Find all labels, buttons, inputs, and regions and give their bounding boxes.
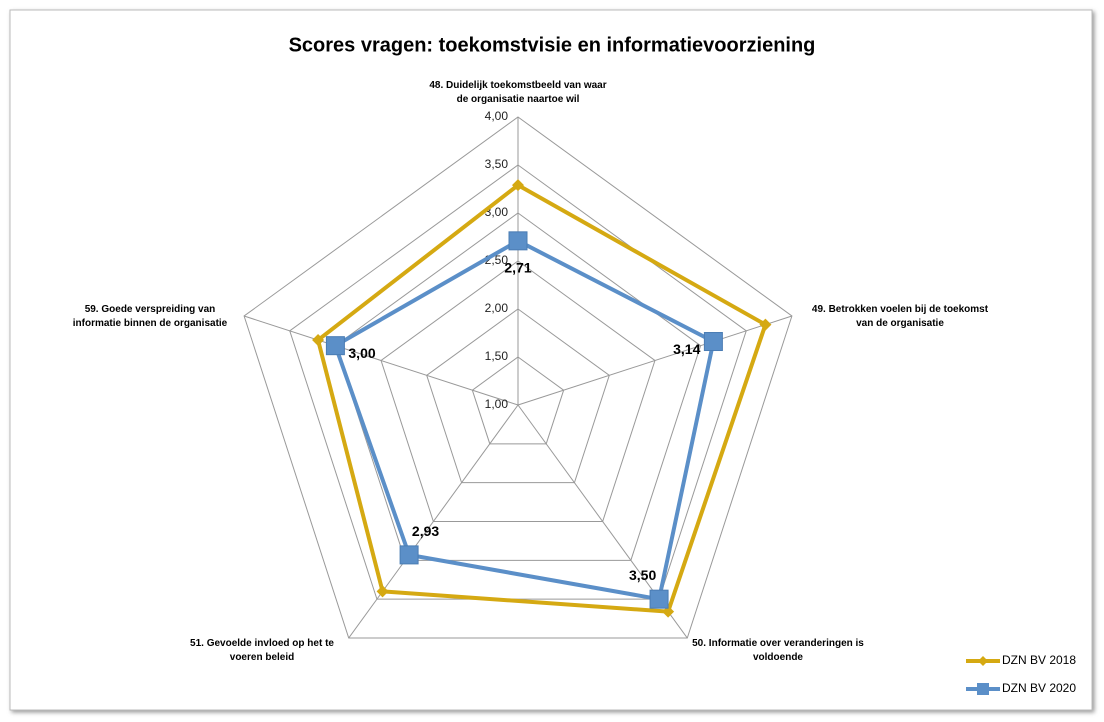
grid-ring (334, 212, 702, 561)
axis-label-line: voldoende (753, 652, 803, 663)
grid-ring (380, 260, 656, 522)
marker (649, 589, 669, 609)
axis-label-line: 59. Goede verspreiding van (85, 304, 216, 315)
marker (376, 585, 389, 598)
axis-label: 49. Betrokken voelen bij de toekomst van … (812, 304, 989, 329)
series-line (333, 238, 716, 602)
value-label: 2,93 (412, 523, 439, 539)
spoke (348, 404, 519, 639)
value-label: 2,71 (504, 260, 531, 276)
value-label: 3,14 (673, 341, 700, 357)
axis-label-line: 48. Duidelijk toekomstbeeld van waar (429, 80, 606, 91)
legend-label: DZN BV 2020 (1002, 681, 1076, 695)
value-label: 3,50 (629, 567, 656, 583)
axis-label-line: voeren beleid (230, 652, 294, 663)
spoke (243, 315, 519, 406)
tick-label: 1,50 (485, 349, 509, 363)
axis-label-line: van de organisatie (856, 318, 944, 329)
tick-label: 1,00 (485, 397, 509, 411)
chart-title: Scores vragen: toekomstvisie en informat… (289, 34, 816, 56)
marker (325, 336, 345, 356)
marker (312, 334, 325, 347)
marker (703, 332, 723, 352)
axis-label-line: 50. Informatie over veranderingen is (692, 638, 864, 649)
grid-ring (426, 308, 610, 484)
grid-ring (471, 356, 565, 445)
marker (759, 318, 772, 331)
tick-label: 3,50 (485, 157, 509, 171)
axis-label: 50. Informatie over veranderingen is vold… (692, 638, 864, 663)
axis-label-line: 51. Gevoelde invloed op het te (190, 638, 334, 649)
legend-marker (978, 656, 988, 666)
legend-marker (977, 683, 989, 695)
axis-label-line: informatie binnen de organisatie (73, 318, 228, 329)
axis-label-line: de organisatie naartoe wil (457, 94, 580, 105)
axis-label: 48. Duidelijk toekomstbeeld van waar de o… (429, 80, 606, 105)
marker (508, 231, 528, 251)
chart-frame (9, 9, 1093, 711)
axis-label: 51. Gevoelde invloed op het te voeren bel… (190, 638, 334, 663)
tick-label: 2,00 (485, 301, 509, 315)
marker (512, 179, 524, 192)
axis-label-line: 49. Betrokken voelen bij de toekomst (812, 304, 989, 315)
legend-label: DZN BV 2018 (1002, 653, 1076, 667)
marker (399, 545, 419, 565)
grid-ring (243, 116, 793, 639)
tick-label: 4,00 (485, 109, 509, 123)
spoke (517, 315, 793, 406)
value-label: 3,00 (348, 345, 375, 361)
series-line (316, 183, 768, 614)
axis-label: 59. Goede verspreiding van informatie bin… (73, 304, 228, 329)
